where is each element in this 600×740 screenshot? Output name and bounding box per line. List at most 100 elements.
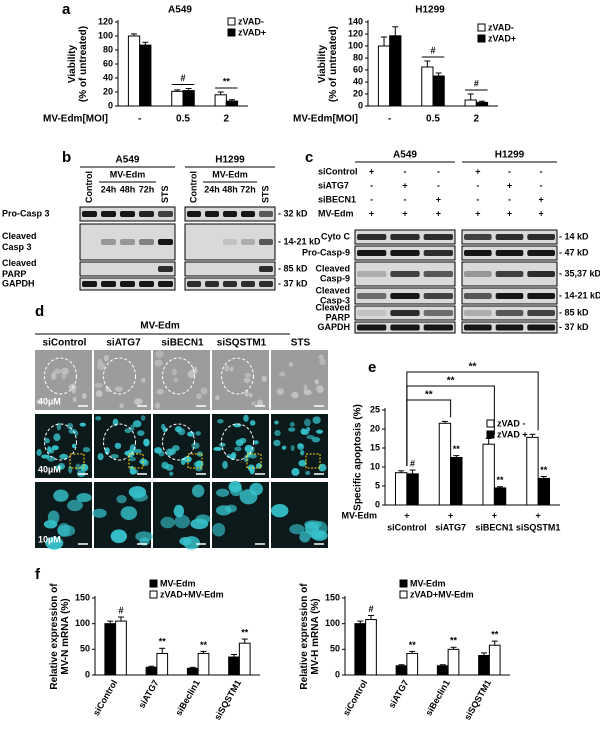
row-label: Cyto C [321,231,351,241]
nucleus [195,514,211,524]
nucleus [243,414,249,422]
legend-label: zVAD - [497,418,525,428]
row-label: Casp 3 [2,242,32,252]
lane-label: Control [188,171,198,203]
lane-label: STS [160,185,170,203]
lane-label: STS [260,185,270,203]
band [259,211,273,217]
size-label: - 35,37 kD [559,268,600,278]
nucleus [137,430,145,437]
nucleus [288,427,296,432]
nucleus [132,492,148,502]
column-label: siControl [43,338,87,349]
y-axis-label: Relative expression of [299,583,310,690]
row-label: GAPDH [317,322,350,332]
error-bar [107,620,114,624]
bar [450,457,463,506]
column-label: STS [291,338,311,349]
nucleus [79,422,87,427]
annotation: ** [447,376,455,387]
nucleus [299,449,305,456]
row-label: Pro-Casp 3 [2,208,50,218]
nucleus [180,457,186,466]
annotation: # [474,78,479,88]
nucleus [297,443,305,451]
error-bar [131,33,138,36]
chart-title: A549 [168,5,192,16]
band [390,234,420,240]
error-bar [467,93,474,100]
blot [79,261,176,277]
x-tick-label: 0.5 [176,114,190,125]
cell-line: A549 [116,155,140,166]
nucleus [291,468,300,476]
band [390,271,420,277]
legend-swatch [149,590,158,599]
size-label: - 32 kD [278,208,308,218]
lane-label: 72h [139,184,155,194]
band [223,281,237,287]
bar [389,35,402,107]
band [527,271,555,277]
nucleus [124,450,133,456]
band [423,324,453,331]
nucleus [304,418,311,427]
panel-label: c [305,149,313,166]
y-tick-label: 100 [348,40,363,50]
nucleus [46,455,56,462]
y-tick-label: 0 [335,669,340,679]
band [223,211,237,217]
nucleus [274,420,279,425]
legend-label: zVAD- [238,16,264,26]
cell-texture [318,354,324,360]
x-tick-label: siSQSTM1 [462,678,493,722]
condition-mark: - [508,166,511,176]
error-bar [497,486,504,488]
y-tick-label: 80 [103,44,113,54]
condition-mark: + [507,180,512,190]
nucleus [44,437,50,444]
condition-label: siControl [318,166,358,176]
nucleus [256,463,263,469]
cell-texture [288,362,294,367]
cell-texture [114,386,123,392]
cell-texture [96,362,106,370]
bar [438,422,452,506]
band [223,239,237,245]
annotation: # [118,605,123,615]
error-bar [174,89,181,92]
nucleus [174,426,182,433]
band [120,211,135,217]
row-mark: + [448,510,453,520]
band [241,281,255,287]
outline [162,357,195,395]
nucleus [66,422,74,430]
condition-mark: - [476,180,479,190]
nucleus [290,444,295,452]
bar [406,473,419,506]
nucleus [316,429,324,434]
row-label: PARP [2,269,26,279]
legend-label: MV-Edm [160,578,196,588]
band [527,234,555,240]
band [464,234,492,240]
y-tick-label: 100 [75,618,90,628]
x-tick-label: siATG7 [137,678,161,710]
outline [221,423,254,461]
band [423,234,453,240]
error-bar [381,36,388,46]
condition-mark: + [539,194,544,204]
annotation: ** [469,362,477,373]
bracket [406,399,452,467]
cell-texture [171,368,177,376]
bar [225,100,239,107]
bar [475,101,489,107]
micrograph [153,350,210,410]
nucleus [281,445,287,450]
y-axis-label: MV-H mRNA (%) [310,598,321,674]
nucleus [75,463,81,471]
y-tick-label: 20 [353,88,363,98]
condition-mark: - [437,180,440,190]
band [527,293,555,299]
size-label: - 47 kD [559,247,589,257]
